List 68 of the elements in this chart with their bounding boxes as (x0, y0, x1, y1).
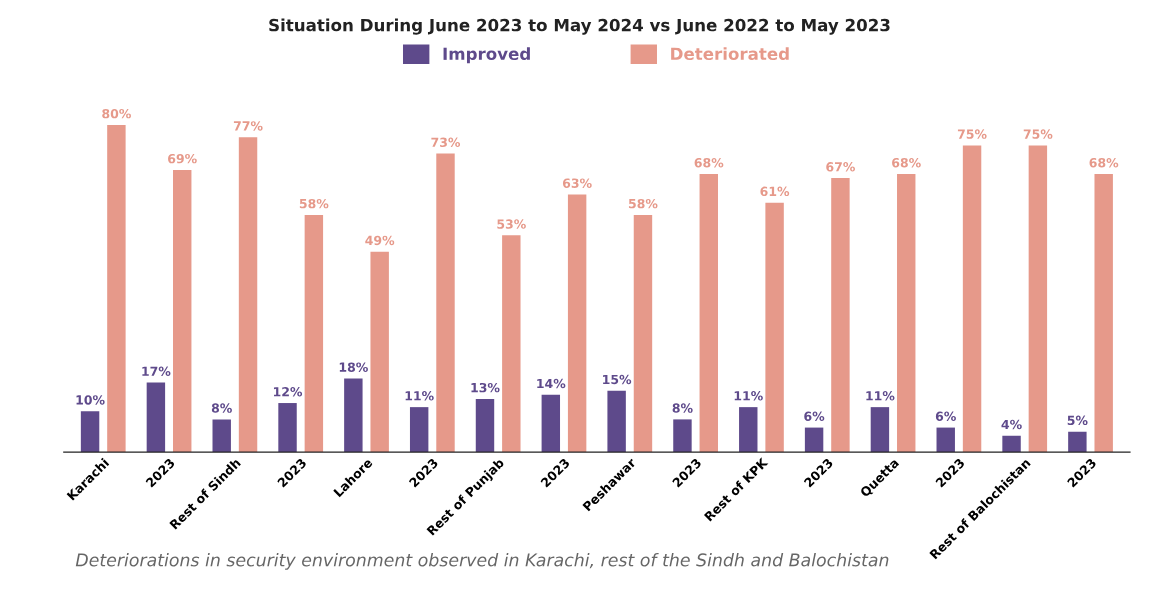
data-label: 80% (102, 108, 131, 119)
data-label: 53% (497, 219, 526, 229)
data-label: 12% (273, 387, 303, 397)
data-label: 4% (1001, 419, 1022, 430)
bar (962, 145, 982, 453)
data-label: 13% (471, 382, 500, 393)
data-label: 49% (365, 235, 395, 246)
data-label: 67% (826, 162, 855, 172)
bar (1028, 145, 1048, 453)
data-label: 6% (804, 411, 825, 421)
text: Deteriorations in security environment observed in Karachi, rest of the Sindh and Balochistan (75, 553, 889, 570)
bar (765, 202, 784, 453)
data-label: 11% (405, 391, 434, 401)
bar (173, 169, 192, 453)
data-label: 15% (603, 374, 632, 385)
data-label: 63% (562, 178, 592, 188)
bar (633, 214, 653, 453)
bar (238, 137, 258, 453)
bar (567, 194, 587, 453)
bar (831, 178, 850, 453)
bar (673, 419, 692, 453)
data-label: 11% (866, 391, 895, 401)
bar (1094, 174, 1113, 453)
bar (409, 407, 429, 453)
bar (304, 214, 324, 453)
data-label: 8% (672, 403, 693, 413)
chart-title: Situation During June 2023 to May 2024 vs June 2022 to May 2023 (269, 18, 890, 35)
bar (212, 419, 231, 453)
data-label: 18% (339, 362, 368, 372)
data-label: 6% (935, 411, 956, 421)
bar (897, 174, 916, 453)
bar (107, 124, 126, 453)
bar (804, 427, 824, 453)
data-label: 14% (537, 378, 566, 389)
bar (344, 378, 363, 453)
data-label: 73% (431, 137, 461, 147)
data-label: 17% (142, 366, 171, 376)
legend-label: Deteriorated (671, 47, 789, 61)
bar (699, 174, 718, 453)
bar (739, 407, 758, 453)
data-label: 69% (168, 153, 197, 164)
data-label: 10% (76, 395, 105, 405)
bar (278, 403, 297, 453)
bar (1002, 435, 1021, 453)
data-label: 77% (233, 121, 263, 131)
bar (936, 427, 955, 453)
data-label: 58% (299, 198, 329, 209)
data-label: 8% (211, 403, 232, 413)
data-label: 68% (694, 157, 724, 168)
data-label: 68% (1089, 157, 1119, 168)
data-label: 11% (734, 391, 763, 401)
legend-label: Improved (443, 47, 530, 64)
bar (502, 235, 521, 453)
bar (475, 398, 495, 453)
bar (607, 390, 626, 453)
bar (541, 394, 561, 453)
data-label: 75% (957, 129, 987, 139)
bar (370, 251, 389, 453)
data-label: 68% (892, 157, 921, 168)
bar (146, 382, 166, 453)
data-label: 61% (760, 186, 790, 197)
data-label: 58% (628, 198, 658, 209)
bar (1068, 431, 1087, 453)
bar (80, 411, 100, 453)
data-label: 75% (1023, 129, 1053, 139)
bar (870, 407, 890, 453)
bar (436, 153, 455, 453)
data-label: 5% (1067, 415, 1088, 426)
